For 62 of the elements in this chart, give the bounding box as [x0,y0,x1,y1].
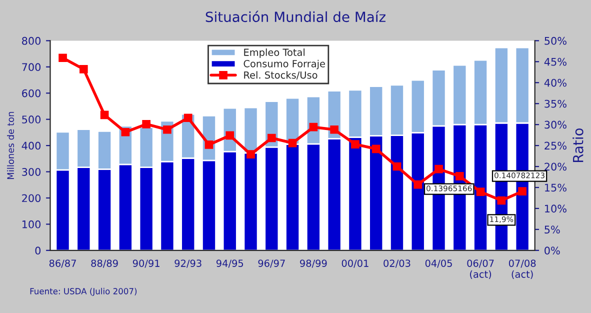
y2-tick-label: 40% [544,78,566,87]
point [392,162,402,171]
point [100,110,109,120]
legend-label: Rel. Stocks/Uso [244,71,318,80]
point [267,134,276,142]
x-tick-label: 88/89 [91,260,118,268]
x-tick-label: 96/97 [258,260,285,268]
point [476,188,485,196]
point [79,65,88,74]
x-tick-label: 04/05 [425,260,452,268]
y-tick-label: 800 [22,36,41,45]
x-tick-label: 00/01 [342,260,368,268]
y2-tick-label: 30% [544,120,566,129]
x-tick-label: 90/91 [132,260,160,268]
point [455,172,464,180]
y2-tick-label: 10% [545,204,566,213]
legend-label: Consumo Forraje [244,60,325,70]
y-tick-label: 400 [22,142,41,150]
point [204,140,214,149]
chart-title: Situación Mundial de Maíz [206,10,386,22]
point [497,196,506,205]
point [288,138,297,148]
y2-tick-label: 15% [545,184,566,192]
source-note: Fuente: USDA (Julio 2007) [30,288,137,296]
y2-tick-label: 50% [544,36,566,45]
point [246,150,255,159]
y-tick-label: 500 [22,116,41,124]
y2-tick-label: 0% [544,246,560,255]
point [518,187,526,196]
point [121,128,130,136]
point [163,125,172,134]
legend-label: Empleo Total [244,48,305,58]
y2-axis-title: Ratio [572,128,584,162]
point [414,180,422,189]
point [309,122,318,132]
x-tick-label: 98/99 [300,260,327,268]
x-tick-label: 86/87 [49,260,76,268]
y-axis-title: Millones de ton [7,112,14,179]
y2-tick-label: 20% [544,162,566,171]
y-tick-label: 0 [35,246,41,255]
point [184,114,192,122]
point [142,120,150,128]
point [372,144,380,154]
point [58,54,67,62]
point [330,125,338,134]
point [226,131,234,140]
y-tick-label: 100 [22,220,41,228]
x-tick-label: 02/03 [384,260,410,268]
x-tick-label: 94/95 [216,260,244,268]
point [434,164,443,174]
y2-tick-label: 45% [544,58,566,66]
y2-tick-label: 35% [544,100,566,108]
point [351,140,360,148]
y-tick-label: 700 [22,63,41,72]
x-tick-label: 92/93 [174,260,202,268]
y2-tick-label: 25% [544,142,566,150]
y-tick-label: 200 [22,194,41,202]
y-tick-label: 300 [22,168,41,176]
x-tick-label: 07/08 (act) [508,260,536,279]
y-tick-label: 600 [22,89,41,98]
x-tick-label: 06/07 (act) [467,260,494,279]
y2-tick-label: 5% [544,226,560,234]
